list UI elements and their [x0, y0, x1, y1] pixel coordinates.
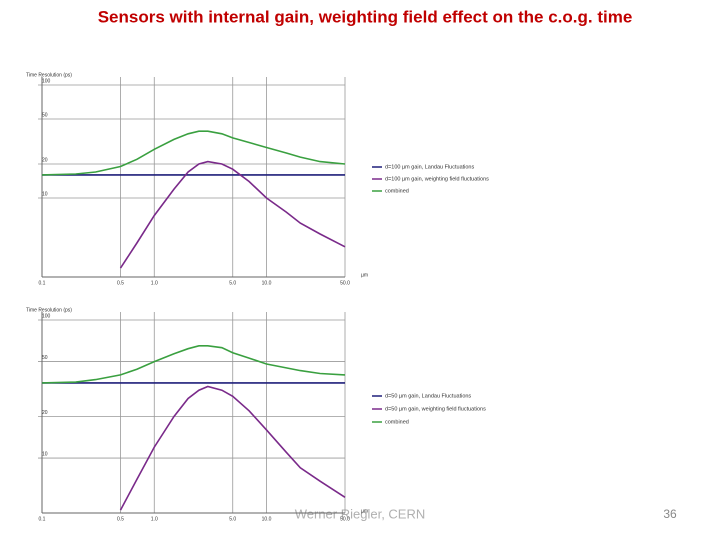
y-tick-label: 20	[42, 157, 48, 163]
x-tick-label: 1.0	[151, 280, 158, 286]
y-tick-label: 50	[42, 112, 48, 118]
legend-label: d=100 µm gain, Landau Fluctuations	[385, 164, 474, 170]
x-tick-label: 5.0	[229, 280, 236, 286]
y-tick-label: 10	[42, 451, 48, 457]
x-tick-label: 5.0	[229, 516, 236, 522]
footer: Werner Riegler, CERN	[295, 506, 426, 521]
legend-label: combined	[385, 419, 409, 425]
legend-label: combined	[385, 188, 409, 194]
y-tick-label: 100	[42, 313, 51, 319]
x-tick-label: 10.0	[262, 516, 272, 522]
y-axis-label: Time Resolution (ps)	[26, 72, 72, 78]
x-tick-label: 10.0	[262, 280, 272, 286]
x-tick-label: 0.1	[39, 280, 46, 286]
series-line	[41, 130, 346, 176]
series-line	[119, 160, 346, 269]
x-tick-label: 1.0	[151, 516, 158, 522]
x-tick-label: 0.5	[117, 280, 124, 286]
series-line	[119, 385, 346, 511]
y-axis-label: Time Resolution (ps)	[26, 307, 72, 313]
x-tick-label: 50.0	[340, 516, 350, 522]
x-tick-label: 0.5	[117, 516, 124, 522]
legend-label: d=50 µm gain, weighting field fluctuatio…	[385, 406, 486, 412]
slide-title: Sensors with internal gain, weighting fi…	[98, 7, 633, 26]
x-axis-label: µm	[361, 272, 368, 278]
legend-label: d=50 µm gain, Landau Fluctuations	[385, 393, 471, 399]
x-tick-label: 0.1	[39, 516, 46, 522]
x-axis-label: µm	[361, 508, 368, 514]
x-tick-label: 50.0	[340, 280, 350, 286]
y-tick-label: 100	[42, 78, 51, 84]
page-number: 36	[663, 507, 677, 521]
y-tick-label: 20	[42, 410, 48, 416]
series-line	[41, 345, 346, 384]
y-tick-label: 10	[42, 191, 48, 197]
legend-label: d=100 µm gain, weighting field fluctuati…	[385, 176, 489, 182]
y-tick-label: 50	[42, 355, 48, 361]
